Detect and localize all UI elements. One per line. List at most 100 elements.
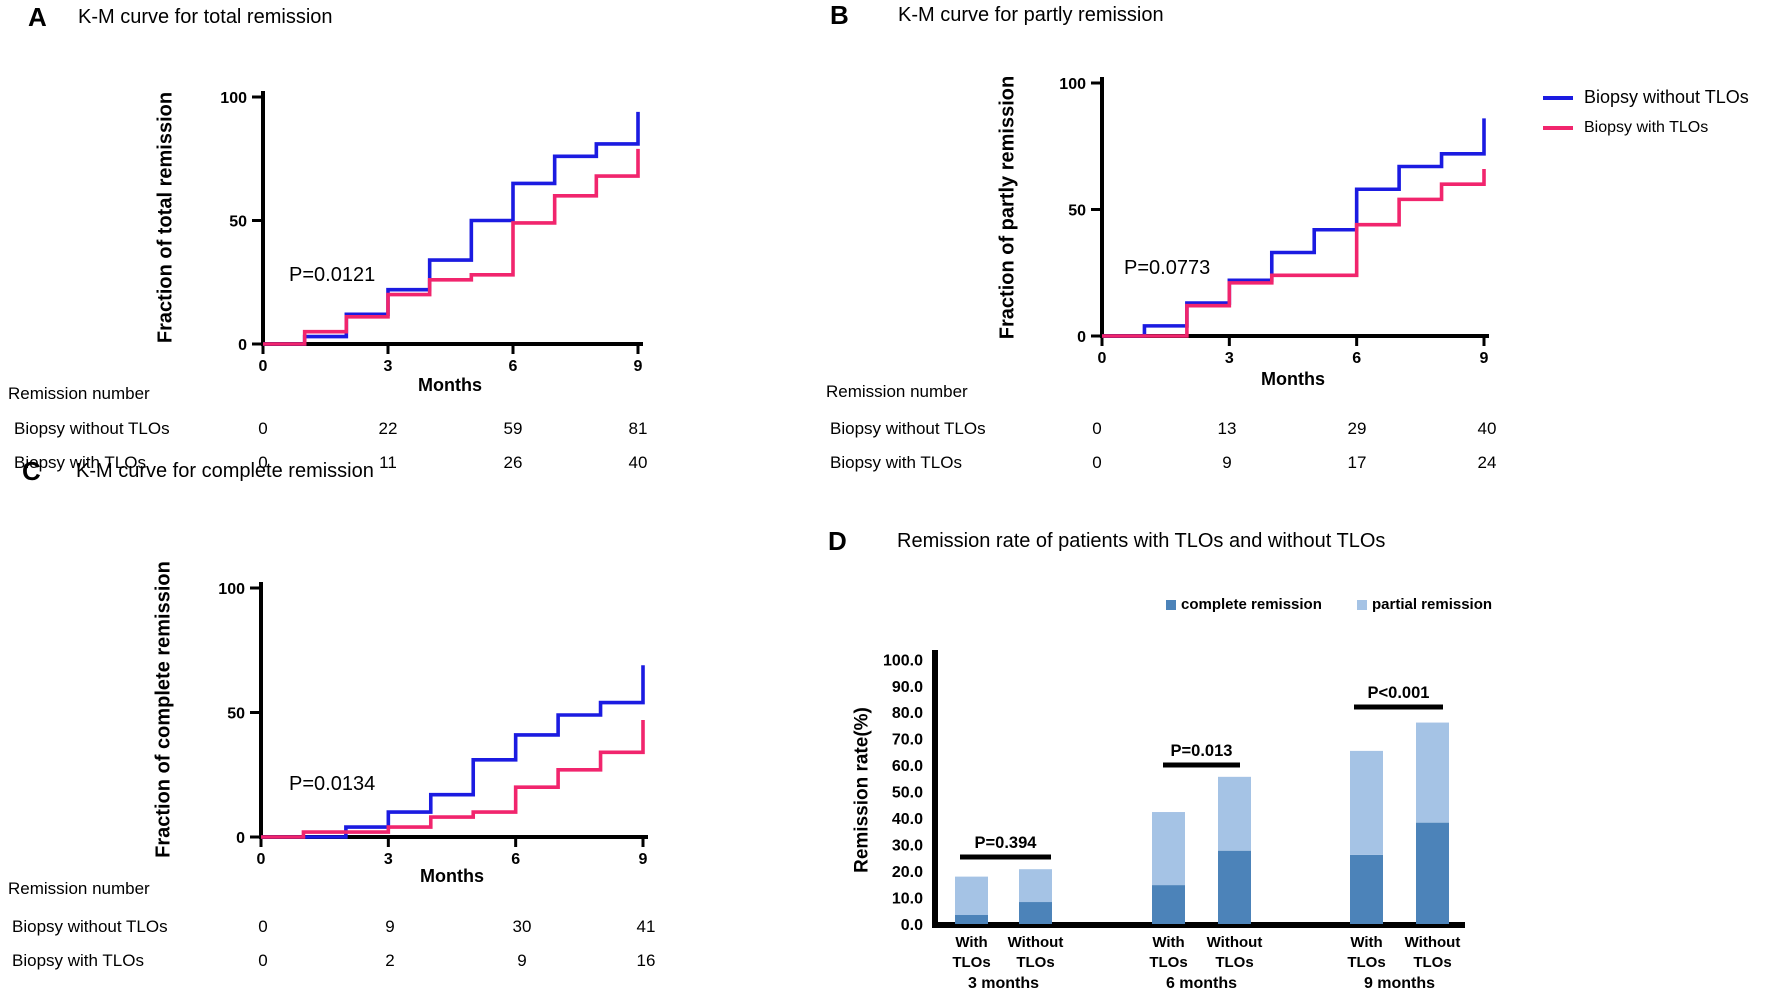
table-value: 2 bbox=[385, 951, 395, 970]
y-tick-label: 50 bbox=[1068, 203, 1086, 220]
bar-segment-partial bbox=[1152, 812, 1185, 886]
table-value: 0 bbox=[258, 917, 268, 936]
bar-segment-complete bbox=[1019, 902, 1052, 924]
p-value-c: P=0.0134 bbox=[289, 773, 376, 795]
bar-category-label: With TLOs bbox=[1347, 934, 1385, 971]
legend-marker-complete-remission bbox=[1166, 600, 1176, 610]
legend-label-without-tlos: Biopsy without TLOs bbox=[1584, 87, 1749, 107]
bar-y-tick-label: 80.0 bbox=[892, 705, 923, 722]
x-tick-label: 0 bbox=[1098, 350, 1107, 367]
x-axis-title-b: Months bbox=[1261, 369, 1325, 389]
x-tick-label: 0 bbox=[257, 851, 266, 868]
bar-y-tick-label: 60.0 bbox=[892, 758, 923, 775]
x-tick-label: 6 bbox=[511, 851, 520, 868]
bar-segment-partial bbox=[1416, 722, 1449, 823]
table-value: 26 bbox=[503, 453, 523, 472]
bar-category-label: With TLOs bbox=[952, 934, 990, 971]
table-header: Remission number bbox=[8, 879, 150, 898]
table-value: 0 bbox=[258, 419, 268, 438]
panel-a-letter: A bbox=[28, 2, 47, 32]
table-value: 0 bbox=[1092, 419, 1102, 438]
table-row-label: Biopsy without TLOs bbox=[12, 917, 168, 936]
bar-segment-complete bbox=[955, 915, 988, 924]
bar-segment-complete bbox=[1218, 850, 1251, 924]
bar-category-label: Without TLOs bbox=[1405, 934, 1461, 971]
table-value: 59 bbox=[503, 419, 523, 438]
legend-label-complete-remission: complete remission bbox=[1181, 596, 1322, 613]
legend-line-without-tlos bbox=[1543, 96, 1573, 100]
bar-y-tick-label: 0.0 bbox=[901, 917, 923, 934]
x-tick-label: 0 bbox=[259, 358, 268, 375]
bar-y-tick-label: 40.0 bbox=[892, 811, 923, 828]
km-curve bbox=[261, 719, 645, 839]
y-tick-label: 50 bbox=[229, 214, 247, 231]
bar-category-label: Without TLOs bbox=[1008, 934, 1064, 971]
bar-y-tick-label: 20.0 bbox=[892, 864, 923, 881]
p-value-label: P=0.394 bbox=[975, 834, 1038, 852]
table-value: 41 bbox=[636, 917, 656, 936]
panel-c-title: K-M curve for complete remission bbox=[76, 460, 374, 482]
x-axis-title-a: Months bbox=[418, 375, 482, 395]
table-row-label: Biopsy without TLOs bbox=[830, 419, 986, 438]
table-row-label: Biopsy with TLOs bbox=[12, 951, 144, 970]
table-value: 0 bbox=[258, 951, 268, 970]
bar-y-tick-label: 10.0 bbox=[892, 891, 923, 908]
table-value: 40 bbox=[628, 453, 648, 472]
y-axis-title-c: Fraction of complete remission bbox=[152, 561, 175, 858]
table-value: 30 bbox=[512, 917, 532, 936]
table-row-label: Biopsy with TLOs bbox=[14, 453, 146, 472]
y-axis-title-d: Remission rate(%) bbox=[851, 707, 873, 873]
km-curve bbox=[1102, 118, 1486, 338]
x-tick-label: 6 bbox=[509, 358, 518, 375]
bar-y-tick-label: 100.0 bbox=[883, 652, 923, 669]
table-value: 16 bbox=[636, 951, 656, 970]
table-value: 29 bbox=[1347, 419, 1367, 438]
km-curve bbox=[1102, 169, 1486, 338]
x-axis-title-c: Months bbox=[420, 866, 484, 886]
table-value: 24 bbox=[1477, 453, 1497, 472]
bar-group-label: 9 months bbox=[1364, 975, 1435, 992]
legend-line-with-tlos bbox=[1543, 126, 1573, 130]
km-curve bbox=[263, 148, 640, 346]
legend-label-with-tlos: Biopsy with TLOs bbox=[1584, 119, 1709, 136]
table-value: 9 bbox=[517, 951, 527, 970]
bar-segment-partial bbox=[1350, 750, 1383, 855]
panel-b-letter: B bbox=[830, 0, 849, 30]
panel-c-letter: C bbox=[22, 456, 41, 486]
bar-group-label: 3 months bbox=[968, 975, 1039, 992]
table-row-label: Biopsy with TLOs bbox=[830, 453, 962, 472]
table-value: 11 bbox=[379, 453, 397, 472]
x-tick-label: 6 bbox=[1352, 350, 1361, 367]
table-row-label: Biopsy without TLOs bbox=[14, 419, 170, 438]
bar-y-tick-label: 30.0 bbox=[892, 838, 923, 855]
bar-group-label: 6 months bbox=[1166, 975, 1237, 992]
y-axis-title-a: Fraction of total remission bbox=[154, 91, 177, 344]
p-value-label: P=0.013 bbox=[1171, 742, 1233, 760]
panel-d-title: Remission rate of patients with TLOs and… bbox=[897, 530, 1386, 552]
table-header: Remission number bbox=[8, 384, 150, 403]
panel-b-title: K-M curve for partly remission bbox=[898, 4, 1164, 26]
bar-y-tick-label: 70.0 bbox=[892, 732, 923, 749]
table-value: 22 bbox=[378, 419, 398, 438]
bar-y-tick-label: 90.0 bbox=[892, 679, 923, 696]
table-header: Remission number bbox=[826, 382, 968, 401]
y-tick-label: 0 bbox=[236, 830, 245, 847]
x-tick-label: 9 bbox=[634, 358, 643, 375]
legend-label-partial-remission: partial remission bbox=[1372, 596, 1493, 613]
y-tick-label: 100 bbox=[218, 581, 245, 598]
y-tick-label: 0 bbox=[238, 337, 247, 354]
bar-category-label: Without TLOs bbox=[1207, 934, 1263, 971]
p-value-b: P=0.0773 bbox=[1124, 257, 1211, 279]
bar-segment-complete bbox=[1152, 885, 1185, 924]
y-axis-title-b: Fraction of partly remission bbox=[996, 75, 1019, 340]
y-tick-label: 0 bbox=[1077, 329, 1086, 346]
table-value: 40 bbox=[1477, 419, 1497, 438]
km-curve bbox=[263, 111, 640, 346]
y-tick-label: 50 bbox=[227, 706, 245, 723]
table-value: 13 bbox=[1217, 419, 1237, 438]
y-tick-label: 100 bbox=[1059, 76, 1086, 93]
table-value: 0 bbox=[258, 453, 268, 472]
p-value-label: P<0.001 bbox=[1368, 684, 1430, 702]
